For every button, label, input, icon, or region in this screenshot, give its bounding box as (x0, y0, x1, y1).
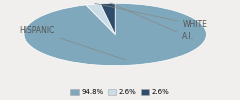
Wedge shape (24, 3, 206, 66)
Legend: 94.8%, 2.6%, 2.6%: 94.8%, 2.6%, 2.6% (67, 86, 173, 98)
Wedge shape (86, 4, 115, 34)
Text: WHITE: WHITE (95, 3, 207, 29)
Text: HISPANIC: HISPANIC (19, 26, 125, 60)
Wedge shape (100, 3, 115, 34)
Text: A.I.: A.I. (110, 3, 195, 41)
